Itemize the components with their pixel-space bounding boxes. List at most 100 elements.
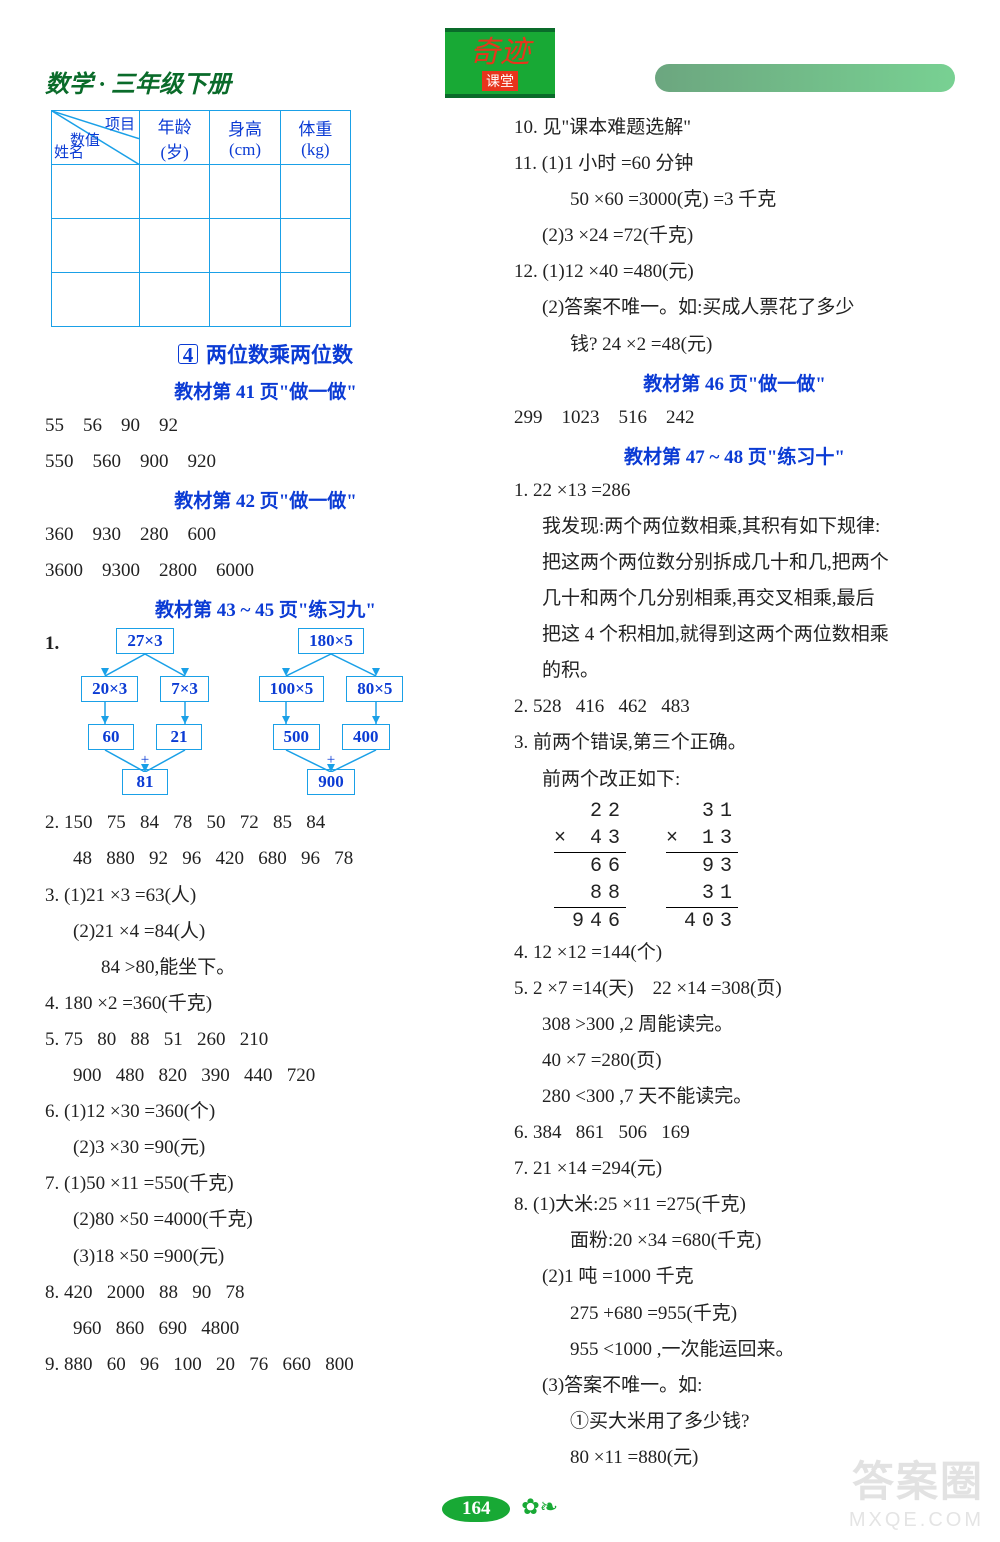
- vm1-a: 22: [590, 800, 626, 823]
- r-q4: 4. 12 ×12 =144(个): [514, 935, 955, 971]
- col-height: 身高 (cm): [210, 111, 280, 165]
- r-q7: 7. 21 ×14 =294(元): [514, 1151, 955, 1187]
- l-q2: 2. 150 75 84 78 50 72 85 84: [45, 805, 486, 841]
- l-q4: 4. 180 ×2 =360(千克): [45, 986, 486, 1022]
- watermark: 答案圈 MXQE.COM: [849, 1448, 984, 1532]
- l-q8b: 960 860 690 4800: [45, 1311, 486, 1347]
- r-q8c: (2)1 吨 =1000 千克: [514, 1259, 955, 1295]
- r-q12c: 钱? 24 ×2 =48(元): [514, 327, 955, 363]
- r-q11c: (2)3 ×24 =72(千克): [514, 218, 955, 254]
- t2-l2b: 80×5: [346, 676, 403, 702]
- content: 项目 数值 姓名 年龄 (岁) 身高 (cm) 体重 (kg) 4 两位数乘两位数…: [45, 110, 955, 1476]
- vm2-p1: 93: [702, 855, 738, 878]
- vm2-res: 403: [684, 910, 738, 933]
- l-q3b: (2)21 ×4 =84(人): [45, 914, 486, 950]
- r-q11a: 11. (1)1 小时 =60 分钟: [514, 146, 955, 182]
- vm2-p2: 31: [666, 880, 738, 908]
- right-column: 10. 见"课本难题选解" 11. (1)1 小时 =60 分钟 50 ×60 …: [514, 110, 955, 1476]
- p42-r2: 3600 9300 2800 6000: [45, 553, 486, 589]
- vm1-res: 946: [572, 910, 626, 933]
- diag-header: 项目 数值 姓名: [52, 111, 140, 165]
- decomp-trees: 27×3 20×37×3 6021 + 81 180×5 100×580×5 5…: [75, 628, 486, 795]
- vertical-mults: 22 × 43 66 88 946 31 × 13 93 31 403: [554, 798, 955, 935]
- t1-top: 27×3: [116, 628, 173, 654]
- l-q7b: (2)80 ×50 =4000(千克): [45, 1202, 486, 1238]
- l-q6a: 6. (1)12 ×30 =360(个): [45, 1094, 486, 1130]
- r-q8b: 面粉:20 ×34 =680(千克): [514, 1223, 955, 1259]
- data-table: 项目 数值 姓名 年龄 (岁) 身高 (cm) 体重 (kg): [51, 110, 351, 327]
- logo: 奇迹 课堂: [445, 28, 555, 98]
- p41-r2: 550 560 900 920: [45, 444, 486, 480]
- tree-1: 27×3 20×37×3 6021 + 81: [75, 628, 215, 795]
- t2-sum: 900: [307, 769, 355, 795]
- l-q7a: 7. (1)50 ×11 =550(千克): [45, 1166, 486, 1202]
- diag-top: 项目: [105, 113, 135, 134]
- p46-title: 教材第 46 页"做一做": [514, 369, 955, 396]
- p47-title: 教材第 47 ~ 48 页"练习十": [514, 442, 955, 469]
- vm2-a: 31: [702, 800, 738, 823]
- l-q5b: 900 480 820 390 440 720: [45, 1058, 486, 1094]
- sec4-text: 两位数乘两位数: [206, 343, 353, 367]
- r-q1a: 1. 22 ×13 =286: [514, 473, 955, 509]
- page-number: 164: [442, 1496, 511, 1522]
- vm1-p1: 66: [590, 855, 626, 878]
- r-q1e: 把这 4 个积相加,就得到这两个两位数相乘: [514, 617, 955, 653]
- r-q1c: 把这两个两位数分别拆成几十和几,把两个: [514, 545, 955, 581]
- vm1-p2: 88: [554, 880, 626, 908]
- t1-l3a: 60: [88, 724, 134, 750]
- l-q9: 9. 880 60 96 100 20 76 660 800: [45, 1347, 486, 1383]
- l-q6b: (2)3 ×30 =90(元): [45, 1130, 486, 1166]
- r-q12a: 12. (1)12 ×40 =480(元): [514, 254, 955, 290]
- col-age: 年龄 (岁): [140, 111, 210, 165]
- q1-label: 1.: [45, 626, 59, 662]
- l-q8a: 8. 420 2000 88 90 78: [45, 1275, 486, 1311]
- p43-title: 教材第 43 ~ 45 页"练习九": [45, 595, 486, 622]
- t2-l3b: 400: [342, 724, 390, 750]
- l-q3a: 3. (1)21 ×3 =63(人): [45, 878, 486, 914]
- section-4-title: 4 两位数乘两位数: [45, 339, 486, 369]
- r-q8e: 955 <1000 ,一次能运回来。: [514, 1332, 955, 1368]
- footer-deco-icon: ✿❧: [521, 1494, 558, 1519]
- vm1-b: × 43: [554, 825, 626, 853]
- sec4-num: 4: [178, 344, 198, 364]
- t1-plus: +: [141, 752, 149, 769]
- vmul-1: 22 × 43 66 88 946: [554, 798, 626, 935]
- r-q8f: (3)答案不唯一。如:: [514, 1368, 955, 1404]
- r-q8a: 8. (1)大米:25 ×11 =275(千克): [514, 1187, 955, 1223]
- table-row: [52, 219, 351, 273]
- vm2-b: × 13: [666, 825, 738, 853]
- diag-bot: 姓名: [54, 141, 84, 162]
- r-q6: 6. 384 861 506 169: [514, 1115, 955, 1151]
- r-q1b: 我发现:两个两位数相乘,其积有如下规律:: [514, 509, 955, 545]
- l-q7c: (3)18 ×50 =900(元): [45, 1239, 486, 1275]
- table-row: [52, 165, 351, 219]
- logo-sub: 课堂: [482, 71, 518, 91]
- t1-l3b: 21: [156, 724, 202, 750]
- p46-r: 299 1023 516 242: [514, 400, 955, 436]
- r-q3a: 3. 前两个错误,第三个正确。: [514, 725, 955, 761]
- p41-r1: 55 56 90 92: [45, 408, 486, 444]
- t2-plus: +: [327, 752, 335, 769]
- r-q8g: ①买大米用了多少钱?: [514, 1404, 955, 1440]
- top-banner: 数学 · 三年级下册 奇迹 课堂: [45, 28, 955, 100]
- r-q2: 2. 528 416 462 483: [514, 689, 955, 725]
- table-row: [52, 273, 351, 327]
- r-q5d: 280 <300 ,7 天不能读完。: [514, 1079, 955, 1115]
- wm-line1: 答案圈: [849, 1448, 984, 1509]
- deco-right: [655, 64, 955, 92]
- l-q2b: 48 880 92 96 420 680 96 78: [45, 841, 486, 877]
- t2-top: 180×5: [298, 628, 364, 654]
- t1-l2a: 20×3: [81, 676, 138, 702]
- r-q5b: 308 >300 ,2 周能读完。: [514, 1007, 955, 1043]
- tree-2: 180×5 100×580×5 500400 + 900: [251, 628, 411, 795]
- l-q5a: 5. 75 80 88 51 260 210: [45, 1022, 486, 1058]
- r-q1f: 的积。: [514, 653, 955, 689]
- wm-line2: MXQE.COM: [849, 1509, 984, 1532]
- r-q8d: 275 +680 =955(千克): [514, 1296, 955, 1332]
- footer: 164 ✿❧: [45, 1494, 955, 1522]
- p42-title: 教材第 42 页"做一做": [45, 486, 486, 513]
- col-weight: 体重 (kg): [280, 111, 350, 165]
- t2-l2a: 100×5: [259, 676, 325, 702]
- p41-title: 教材第 41 页"做一做": [45, 377, 486, 404]
- vmul-2: 31 × 13 93 31 403: [666, 798, 738, 935]
